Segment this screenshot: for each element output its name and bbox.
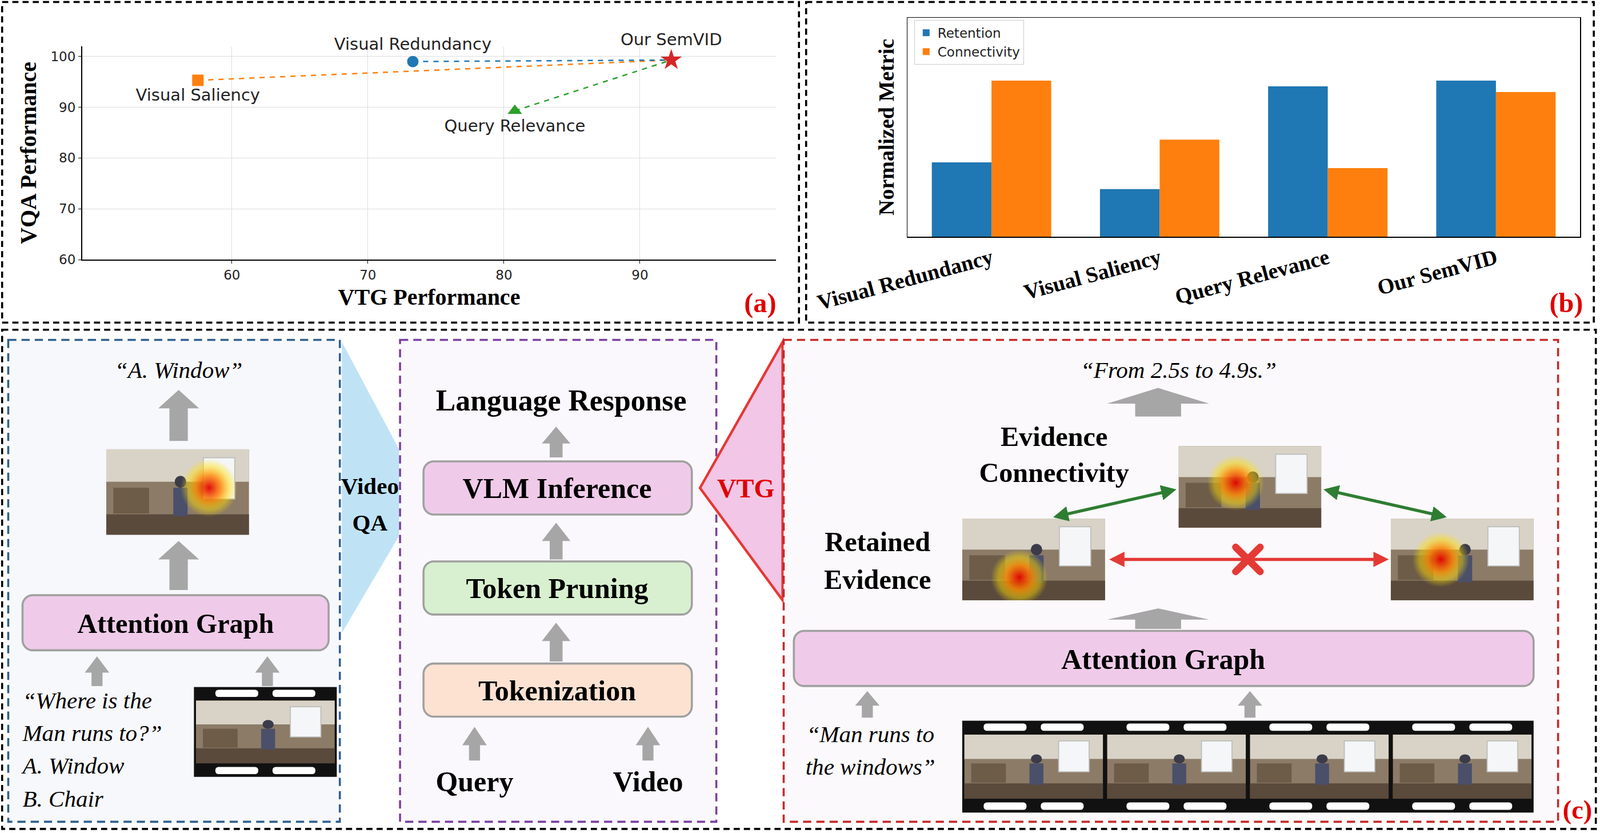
svg-text:70: 70	[359, 267, 376, 283]
svg-text:Evidence: Evidence	[1000, 421, 1108, 452]
svg-text:“Where is the: “Where is the	[22, 686, 152, 714]
svg-text:(a): (a)	[744, 287, 776, 319]
svg-text:Visual Saliency: Visual Saliency	[136, 85, 260, 105]
svg-text:Attention Graph: Attention Graph	[77, 608, 274, 639]
svg-text:Connectivity: Connectivity	[937, 44, 1020, 60]
svg-text:Query: Query	[435, 765, 514, 798]
svg-text:Tokenization: Tokenization	[478, 674, 636, 707]
svg-text:Evidence: Evidence	[824, 564, 931, 595]
svg-text:A. Window: A. Window	[20, 752, 124, 779]
svg-text:Retained: Retained	[824, 526, 931, 557]
svg-text:80: 80	[495, 267, 512, 283]
svg-text:“From 2.5s to 4.9s.”: “From 2.5s to 4.9s.”	[1080, 356, 1277, 383]
svg-text:60: 60	[58, 252, 76, 267]
svg-text:(c): (c)	[1562, 794, 1593, 824]
svg-text:60: 60	[223, 267, 240, 283]
svg-text:VQA Performance: VQA Performance	[15, 61, 42, 244]
svg-text:Query Relevance: Query Relevance	[1172, 244, 1332, 309]
svg-text:Visual Saliency: Visual Saliency	[1021, 244, 1164, 304]
svg-text:VTG Performance: VTG Performance	[338, 284, 521, 310]
svg-text:(b): (b)	[1549, 287, 1583, 319]
svg-text:100: 100	[50, 49, 76, 64]
svg-text:Man runs to?”: Man runs to?”	[21, 719, 162, 746]
svg-text:90: 90	[631, 267, 648, 283]
svg-text:VLM Inference: VLM Inference	[462, 472, 652, 504]
svg-text:Visual Redundancy: Visual Redundancy	[814, 244, 996, 315]
svg-text:Normalized Metric: Normalized Metric	[874, 38, 899, 216]
svg-text:QA: QA	[352, 509, 388, 536]
svg-text:“A. Window”: “A. Window”	[114, 356, 243, 383]
svg-text:Visual Redundancy: Visual Redundancy	[334, 34, 492, 54]
svg-text:Attention Graph: Attention Graph	[1061, 642, 1266, 675]
svg-text:Language Response: Language Response	[436, 384, 687, 417]
svg-text:VTG: VTG	[717, 473, 775, 503]
svg-text:Our SemVID: Our SemVID	[1374, 244, 1500, 300]
svg-text:70: 70	[58, 201, 76, 216]
svg-text:Token Pruning: Token Pruning	[466, 572, 649, 604]
svg-text:Connectivity: Connectivity	[978, 457, 1129, 488]
svg-text:Our SemVID: Our SemVID	[620, 29, 723, 50]
svg-text:Retention: Retention	[937, 25, 1002, 41]
svg-text:“Man runs to: “Man runs to	[806, 720, 935, 747]
svg-text:80: 80	[58, 150, 76, 166]
svg-text:Video: Video	[341, 472, 399, 499]
svg-text:Query Relevance: Query Relevance	[444, 116, 586, 136]
svg-text:the windows”: the windows”	[805, 753, 936, 780]
svg-text:90: 90	[58, 100, 76, 115]
svg-text:B. Chair: B. Chair	[22, 785, 104, 812]
svg-text:Video: Video	[612, 765, 683, 798]
